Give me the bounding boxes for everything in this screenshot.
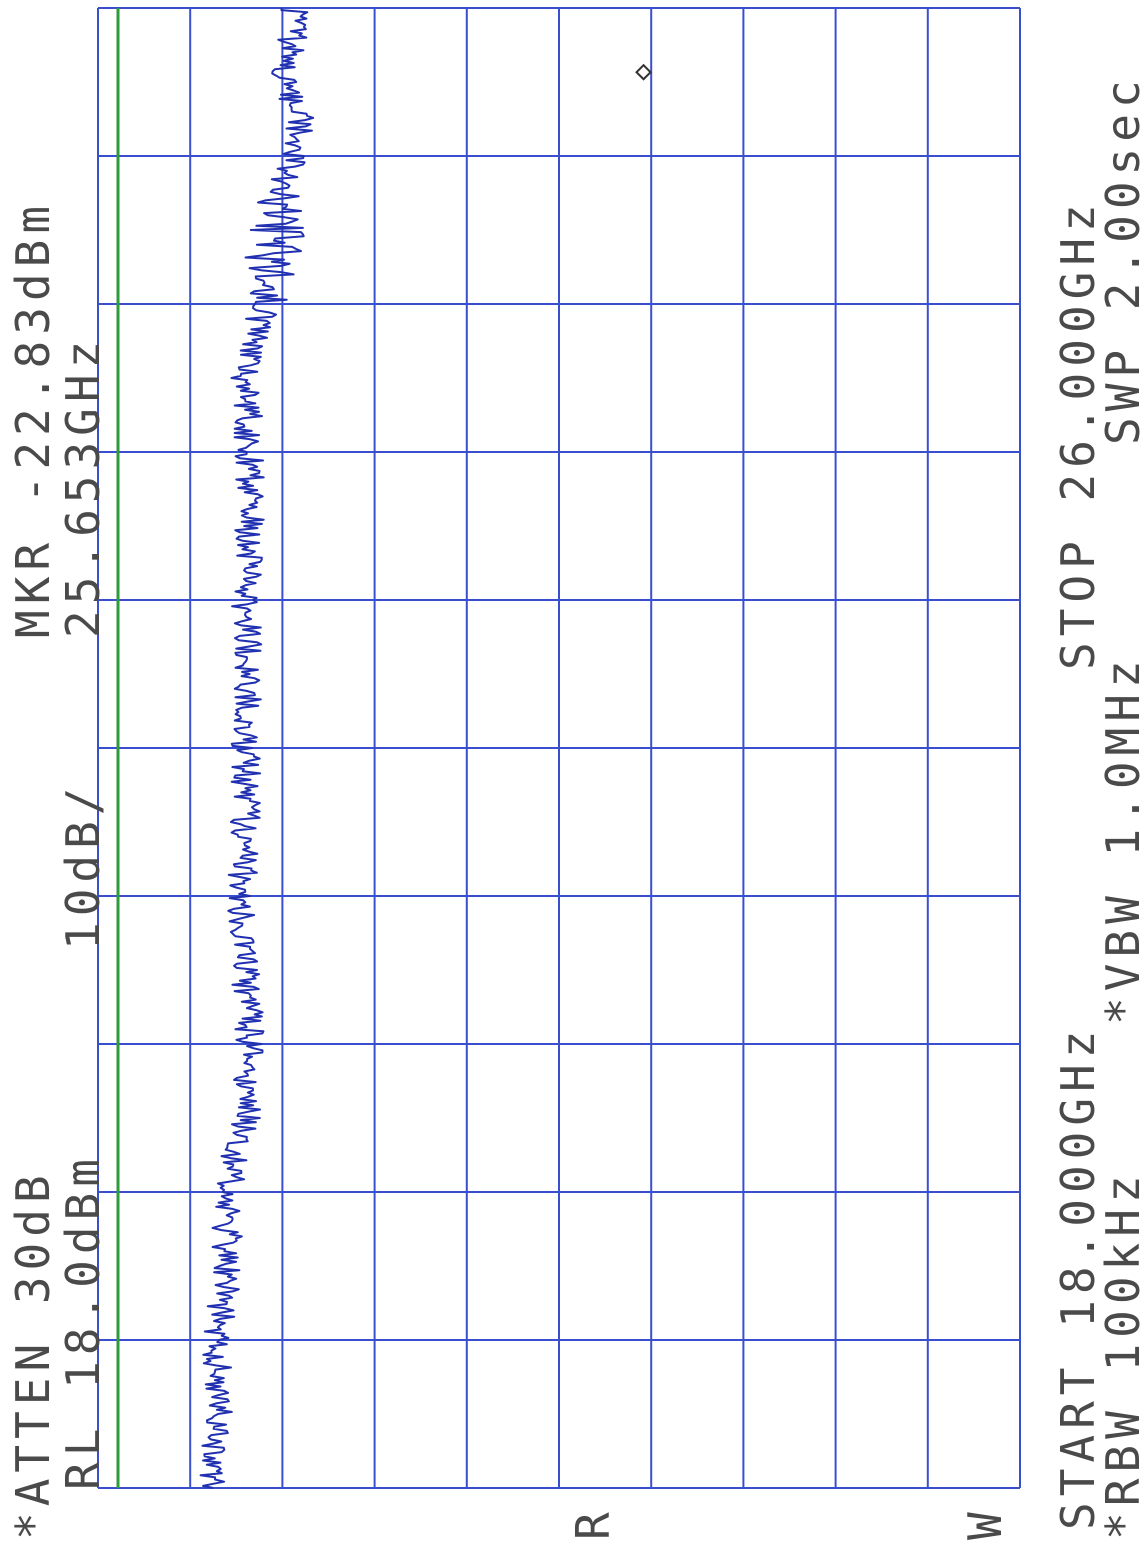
vbw-label: *VBW 1.0MHz <box>1096 654 1143 1025</box>
sweep-label: SWP 2.00sec <box>1096 74 1143 445</box>
scale-label: 10dB/ <box>56 781 110 950</box>
start-frequency-label: START 18.000GHz <box>1051 1024 1105 1530</box>
side-mark-r: R <box>566 1506 620 1540</box>
grid <box>97 7 1021 1489</box>
trace-line <box>199 8 315 1489</box>
rbw-label: *RBW 100kHz <box>1096 1169 1143 1540</box>
stop-frequency-label: STOP 26.000GHz <box>1051 198 1105 670</box>
marker-amplitude-label: MKR -22.83dBm <box>6 199 60 638</box>
marker-frequency-label: 25.653GHz <box>56 334 110 638</box>
atten-label: *ATTEN 30dB <box>6 1169 60 1540</box>
side-mark-w: W <box>958 1506 1012 1540</box>
ref-level-label: RL 18.0dBm <box>56 1153 110 1490</box>
marker-diamond-icon <box>635 63 652 81</box>
